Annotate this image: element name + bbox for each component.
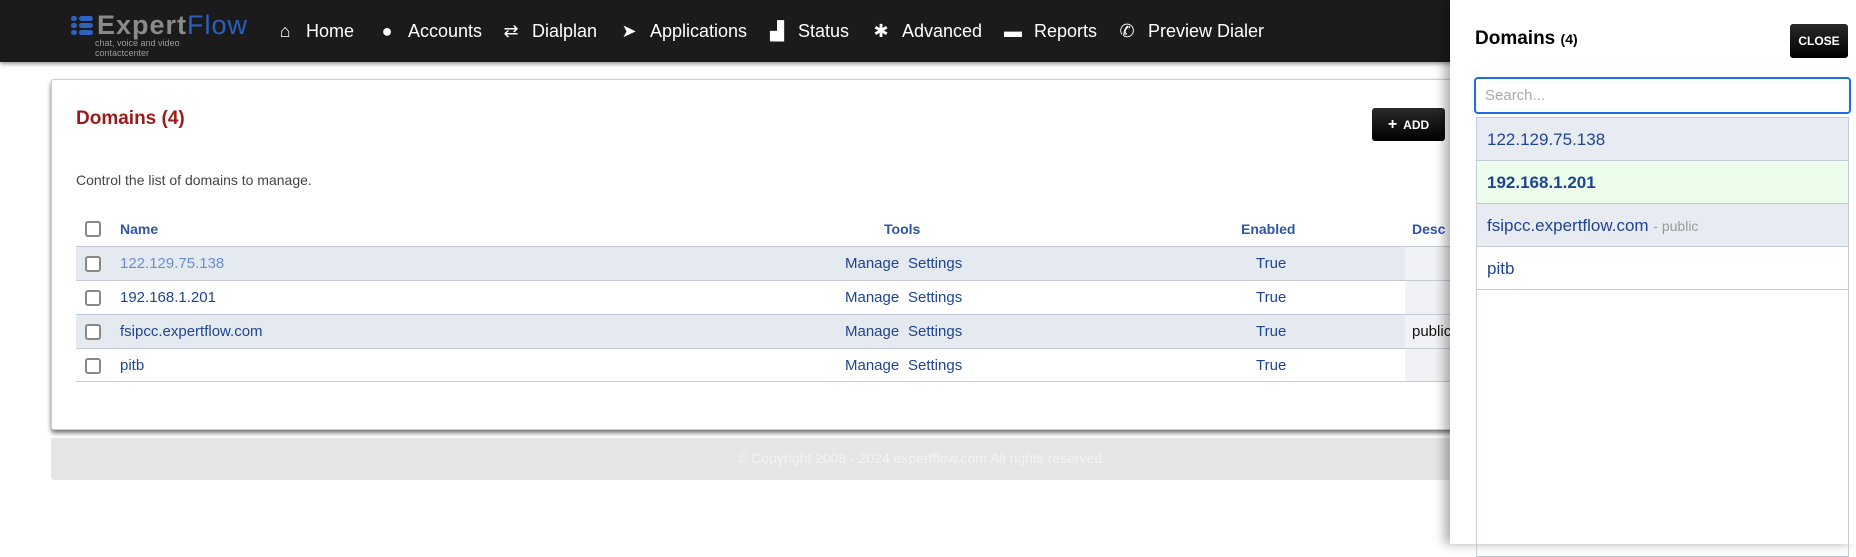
nav-accounts[interactable]: ● Accounts xyxy=(376,0,482,62)
domain-name-link[interactable]: pitb xyxy=(120,357,145,374)
credit-card-icon: ▬ xyxy=(1004,20,1022,41)
nav-status[interactable]: ▟ Status xyxy=(766,0,849,62)
row-checkbox[interactable] xyxy=(85,290,101,306)
column-header-tools: Tools xyxy=(884,221,921,237)
footer: © Copyright 2008 - 2024 expertflow.com A… xyxy=(51,438,1471,480)
nav-label: Preview Dialer xyxy=(1148,20,1265,41)
domain-name-link[interactable]: 122.129.75.138 xyxy=(120,255,225,272)
expertflow-logo[interactable]: Expert Flow chat, voice and video contact… xyxy=(71,10,247,58)
settings-link[interactable]: Settings xyxy=(908,323,963,340)
user-icon: ● xyxy=(381,20,393,41)
exchange-icon: ⇄ xyxy=(503,20,519,41)
plus-icon: + xyxy=(1387,115,1398,133)
logo-text-accent: Flow xyxy=(187,10,249,40)
domain-list-item[interactable]: fsipcc.expertflow.com - public xyxy=(1477,204,1848,247)
nav-label: Advanced xyxy=(902,20,983,41)
column-header-name[interactable]: Name xyxy=(120,221,159,237)
table-row: pitb Manage Settings True xyxy=(76,348,1505,382)
column-header-enabled[interactable]: Enabled xyxy=(1241,221,1296,237)
nav-advanced[interactable]: ✱ Advanced xyxy=(870,0,982,62)
row-checkbox[interactable] xyxy=(85,324,101,340)
add-button[interactable]: + ADD xyxy=(1372,108,1445,141)
paper-plane-icon: ➤ xyxy=(621,20,637,41)
description-value: public xyxy=(1412,323,1452,340)
domain-list-item[interactable]: 122.129.75.138 xyxy=(1477,118,1848,161)
domain-name-link[interactable]: fsipcc.expertflow.com xyxy=(120,323,263,340)
nav-home[interactable]: ⌂ Home xyxy=(274,0,354,62)
phone-icon: ✆ xyxy=(1119,20,1135,41)
add-label: ADD xyxy=(1403,117,1430,132)
bar-chart-icon: ▟ xyxy=(770,20,784,41)
enabled-value: True xyxy=(1256,289,1287,306)
page-description: Control the list of domains to manage. xyxy=(76,172,312,188)
domain-list: 122.129.75.138 192.168.1.201 fsipcc.expe… xyxy=(1476,117,1849,557)
table-row: 122.129.75.138 Manage Settings True xyxy=(76,246,1505,280)
settings-link[interactable]: Settings xyxy=(908,255,963,272)
enabled-value: True xyxy=(1256,255,1287,272)
domain-item-name: 122.129.75.138 xyxy=(1487,130,1606,149)
domain-item-name: fsipcc.expertflow.com xyxy=(1487,216,1649,235)
page-title: Domains (4) xyxy=(76,108,185,129)
domain-list-item[interactable]: pitb xyxy=(1477,247,1848,290)
manage-link[interactable]: Manage xyxy=(845,357,900,374)
enabled-value: True xyxy=(1256,323,1287,340)
nav-label: Applications xyxy=(650,20,748,41)
row-checkbox[interactable] xyxy=(85,256,101,272)
logo-tagline: chat, voice and video contactcenter xyxy=(95,38,180,58)
settings-link[interactable]: Settings xyxy=(908,357,963,374)
row-checkbox[interactable] xyxy=(85,358,101,374)
logo-text: Expert xyxy=(97,10,188,40)
nav-dialplan[interactable]: ⇄ Dialplan xyxy=(500,0,597,62)
nav-label: Dialplan xyxy=(532,20,598,41)
logo-dots-icon xyxy=(71,15,93,35)
nav-reports[interactable]: ▬ Reports xyxy=(1002,0,1097,62)
domain-selector-panel: Domains (4) CLOSE 122.129.75.138 192.168… xyxy=(1450,0,1856,557)
manage-link[interactable]: Manage xyxy=(845,323,900,340)
settings-link[interactable]: Settings xyxy=(908,289,963,306)
nav-label: Status xyxy=(798,20,850,41)
nav-label: Reports xyxy=(1034,20,1098,41)
panel-title: Domains (4) xyxy=(1475,28,1578,50)
nav-applications[interactable]: ➤ Applications xyxy=(618,0,747,62)
panel-title-text: Domains xyxy=(1475,28,1556,49)
column-header-description[interactable]: Desc xyxy=(1412,221,1446,237)
panel-count: (4) xyxy=(1560,31,1578,47)
nav-label: Home xyxy=(306,20,355,41)
gear-icon: ✱ xyxy=(873,20,889,41)
domain-item-note: - public xyxy=(1653,218,1699,234)
nav-label: Accounts xyxy=(408,20,483,41)
table-row: 192.168.1.201 Manage Settings True xyxy=(76,280,1505,314)
table-row: fsipcc.expertflow.com Manage Settings Tr… xyxy=(76,314,1505,348)
domain-item-name: 192.168.1.201 xyxy=(1487,173,1596,192)
select-all-checkbox[interactable] xyxy=(85,221,101,237)
copyright-text: © Copyright 2008 - 2024 expertflow.com A… xyxy=(737,450,1107,466)
close-button[interactable]: CLOSE xyxy=(1790,24,1848,58)
domain-item-name: pitb xyxy=(1487,259,1515,278)
domain-name-link[interactable]: 192.168.1.201 xyxy=(120,289,216,306)
home-icon: ⌂ xyxy=(279,20,291,41)
manage-link[interactable]: Manage xyxy=(845,289,900,306)
nav-preview-dialer[interactable]: ✆ Preview Dialer xyxy=(1116,0,1264,62)
domain-list-item-selected[interactable]: 192.168.1.201 xyxy=(1477,161,1848,204)
enabled-value: True xyxy=(1256,357,1287,374)
search-input[interactable] xyxy=(1474,77,1851,114)
manage-link[interactable]: Manage xyxy=(845,255,900,272)
